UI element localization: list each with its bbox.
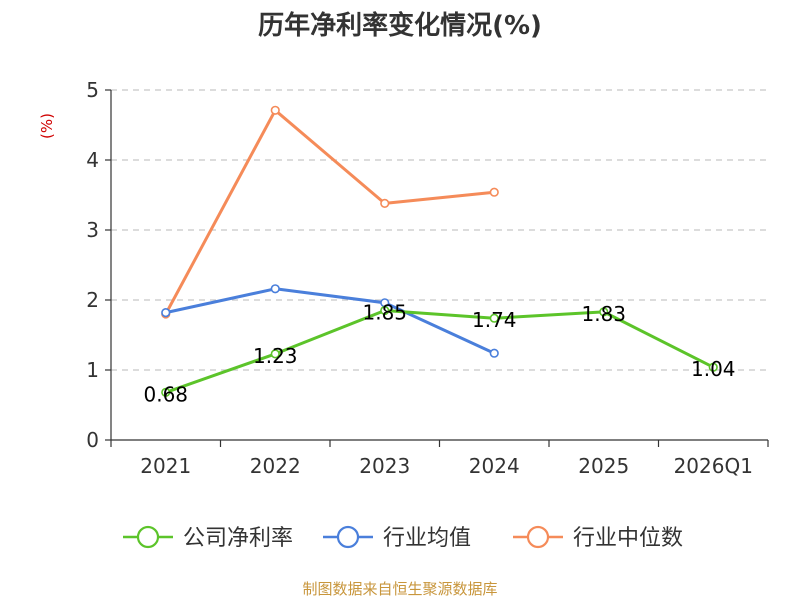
legend-item[interactable]: 行业均值 bbox=[323, 525, 471, 551]
x-tick-label: 2025 bbox=[578, 454, 629, 478]
data-point bbox=[489, 348, 499, 358]
y-tick-label: 1 bbox=[86, 358, 99, 382]
source-note: 制图数据来自恒生聚源数据库 bbox=[302, 580, 497, 598]
data-point bbox=[599, 307, 609, 317]
data-point bbox=[708, 362, 718, 372]
data-point bbox=[489, 187, 499, 197]
data-point bbox=[489, 313, 499, 323]
y-tick-label: 5 bbox=[86, 78, 99, 102]
data-point bbox=[270, 105, 280, 115]
data-point bbox=[161, 387, 171, 398]
data-point bbox=[270, 284, 280, 294]
data-label: 1.83 bbox=[581, 302, 626, 326]
data-labels: 0.68 1.23 1.85 1.74 1.83 1.04 bbox=[143, 301, 735, 407]
legend-item[interactable]: 公司净利率 bbox=[123, 525, 293, 551]
data-label: 1.04 bbox=[691, 357, 736, 381]
y-tick-label: 3 bbox=[86, 218, 99, 242]
legend[interactable]: 公司净利率 行业均值 行业中位数 bbox=[123, 525, 683, 551]
series-group bbox=[161, 105, 718, 398]
x-tick-label: 2023 bbox=[359, 454, 410, 478]
legend-label: 行业均值 bbox=[383, 526, 471, 551]
data-point bbox=[270, 349, 280, 359]
data-label: 1.23 bbox=[253, 344, 298, 368]
x-tick-label: 2021 bbox=[140, 454, 191, 478]
data-point bbox=[380, 198, 390, 208]
data-label: 1.85 bbox=[362, 301, 407, 325]
y-axis-label: (%) bbox=[38, 113, 56, 139]
x-tick-label: 2024 bbox=[469, 454, 520, 478]
series-line bbox=[165, 309, 714, 394]
series-line bbox=[165, 287, 495, 355]
legend-label: 公司净利率 bbox=[183, 526, 293, 551]
data-label: 1.74 bbox=[472, 308, 517, 332]
y-tick-label: 0 bbox=[86, 428, 99, 452]
y-tick-label: 4 bbox=[86, 148, 99, 172]
legend-label: 行业中位数 bbox=[573, 526, 683, 551]
chart-title: 历年净利率变化情况(%) bbox=[258, 10, 542, 41]
axes: 0 1 2 3 4 5 2021 2022 2023 2024 2025 2026Q1 bbox=[86, 78, 769, 478]
legend-swatch-marker bbox=[336, 525, 360, 549]
x-tick-label: 2026Q1 bbox=[674, 454, 753, 478]
y-tick-label: 2 bbox=[86, 288, 99, 312]
series-line bbox=[164, 108, 495, 315]
legend-swatch-marker bbox=[526, 525, 550, 549]
data-label: 0.68 bbox=[143, 382, 188, 406]
legend-item[interactable]: 行业中位数 bbox=[513, 525, 683, 551]
data-point bbox=[380, 305, 390, 316]
data-point bbox=[161, 308, 171, 318]
legend-swatch-marker bbox=[136, 525, 160, 549]
x-tick-label: 2022 bbox=[250, 454, 301, 478]
